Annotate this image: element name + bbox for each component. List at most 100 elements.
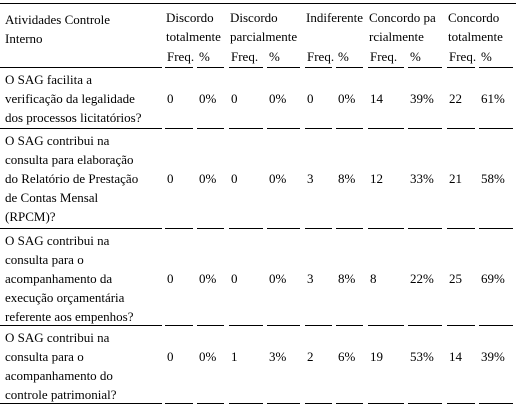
freq-cell: 19 [370, 349, 383, 364]
freq-cell: 25 [449, 271, 462, 286]
group-header: parcialmente [230, 29, 298, 44]
group-header: totalmente [448, 29, 503, 44]
rule [305, 67, 332, 68]
rule [408, 67, 442, 68]
row-label: consulta para elaboração [5, 152, 134, 167]
rule [408, 228, 442, 229]
group-header: Discordo [230, 10, 278, 25]
percent-cell: 6% [338, 349, 356, 364]
subheader: Freq. [231, 49, 259, 64]
rule [305, 403, 332, 404]
rule [479, 67, 513, 68]
row-label: (RPCM)? [5, 209, 56, 224]
percent-cell: 58% [481, 171, 505, 186]
rule [197, 325, 224, 326]
freq-cell: 8 [370, 271, 377, 286]
rule [229, 325, 263, 326]
rule [368, 228, 404, 229]
rule [336, 325, 363, 326]
percent-cell: 33% [410, 171, 434, 186]
rule [479, 128, 513, 129]
rule [336, 403, 363, 404]
freq-cell: 0 [231, 271, 238, 286]
rule [197, 67, 224, 68]
freq-cell: 0 [167, 91, 174, 106]
row-label: acompanhamento do [5, 368, 113, 383]
freq-cell: 1 [231, 349, 238, 364]
rule [165, 67, 193, 68]
rule [447, 325, 475, 326]
row-label: acompanhamento da [5, 271, 113, 286]
rule [197, 403, 224, 404]
percent-cell: 0% [199, 271, 217, 286]
rule [368, 403, 404, 404]
rule [336, 128, 363, 129]
rule [229, 67, 263, 68]
freq-cell: 0 [307, 91, 314, 106]
rule [408, 128, 442, 129]
rule [305, 228, 332, 229]
rule [165, 228, 193, 229]
freq-cell: 21 [449, 171, 462, 186]
freq-cell: 0 [167, 171, 174, 186]
rule [336, 228, 363, 229]
rule [165, 403, 193, 404]
percent-cell: 39% [410, 91, 434, 106]
rule [0, 3, 516, 4]
percent-cell: 61% [481, 91, 505, 106]
rule [165, 325, 193, 326]
subheader: Freq. [307, 49, 335, 64]
rule [0, 403, 162, 404]
freq-cell: 0 [231, 91, 238, 106]
rule [229, 128, 263, 129]
rule [0, 325, 162, 326]
percent-cell: 8% [338, 171, 356, 186]
rule [0, 128, 162, 129]
group-header: Concordo pa [369, 10, 436, 25]
rule [479, 403, 513, 404]
subheader: % [481, 49, 492, 64]
rule [305, 128, 332, 129]
subheader: % [199, 49, 210, 64]
row-label: execução orçamentária [5, 290, 125, 305]
group-header: totalmente [166, 29, 221, 44]
rule [267, 325, 300, 326]
row-label: O SAG contribui na [5, 233, 110, 248]
rule [0, 228, 162, 229]
freq-cell: 14 [370, 91, 383, 106]
freq-cell: 2 [307, 349, 314, 364]
subheader: Freq. [167, 49, 195, 64]
percent-cell: 0% [199, 91, 217, 106]
subheader: % [410, 49, 421, 64]
subheader: Freq. [370, 49, 398, 64]
rule [408, 325, 442, 326]
rule [197, 228, 224, 229]
rule [229, 403, 263, 404]
percent-cell: 0% [269, 271, 287, 286]
rule [408, 403, 442, 404]
group-header: Discordo [166, 10, 214, 25]
row-label: O SAG contribui na [5, 330, 110, 345]
percent-cell: 69% [481, 271, 505, 286]
freq-cell: 14 [449, 349, 462, 364]
row-label: controle patrimonial? [5, 387, 117, 402]
subheader: % [338, 49, 349, 64]
freq-cell: 0 [167, 349, 174, 364]
percent-cell: 3% [269, 349, 287, 364]
row-label: O SAG facilita a [5, 72, 93, 87]
percent-cell: 53% [410, 349, 434, 364]
rule [368, 325, 404, 326]
rule [267, 403, 300, 404]
percent-cell: 8% [338, 271, 356, 286]
subheader: Freq. [449, 49, 477, 64]
rule [479, 325, 513, 326]
freq-cell: 12 [370, 171, 383, 186]
row-label: referente aos empenhos? [5, 309, 134, 324]
row-label: dos processos licitatórios? [5, 110, 142, 125]
rule [336, 67, 363, 68]
rule [229, 228, 263, 229]
rule [479, 228, 513, 229]
row-label: consulta para o [5, 349, 84, 364]
row-label: do Relatório de Prestação [5, 171, 139, 186]
